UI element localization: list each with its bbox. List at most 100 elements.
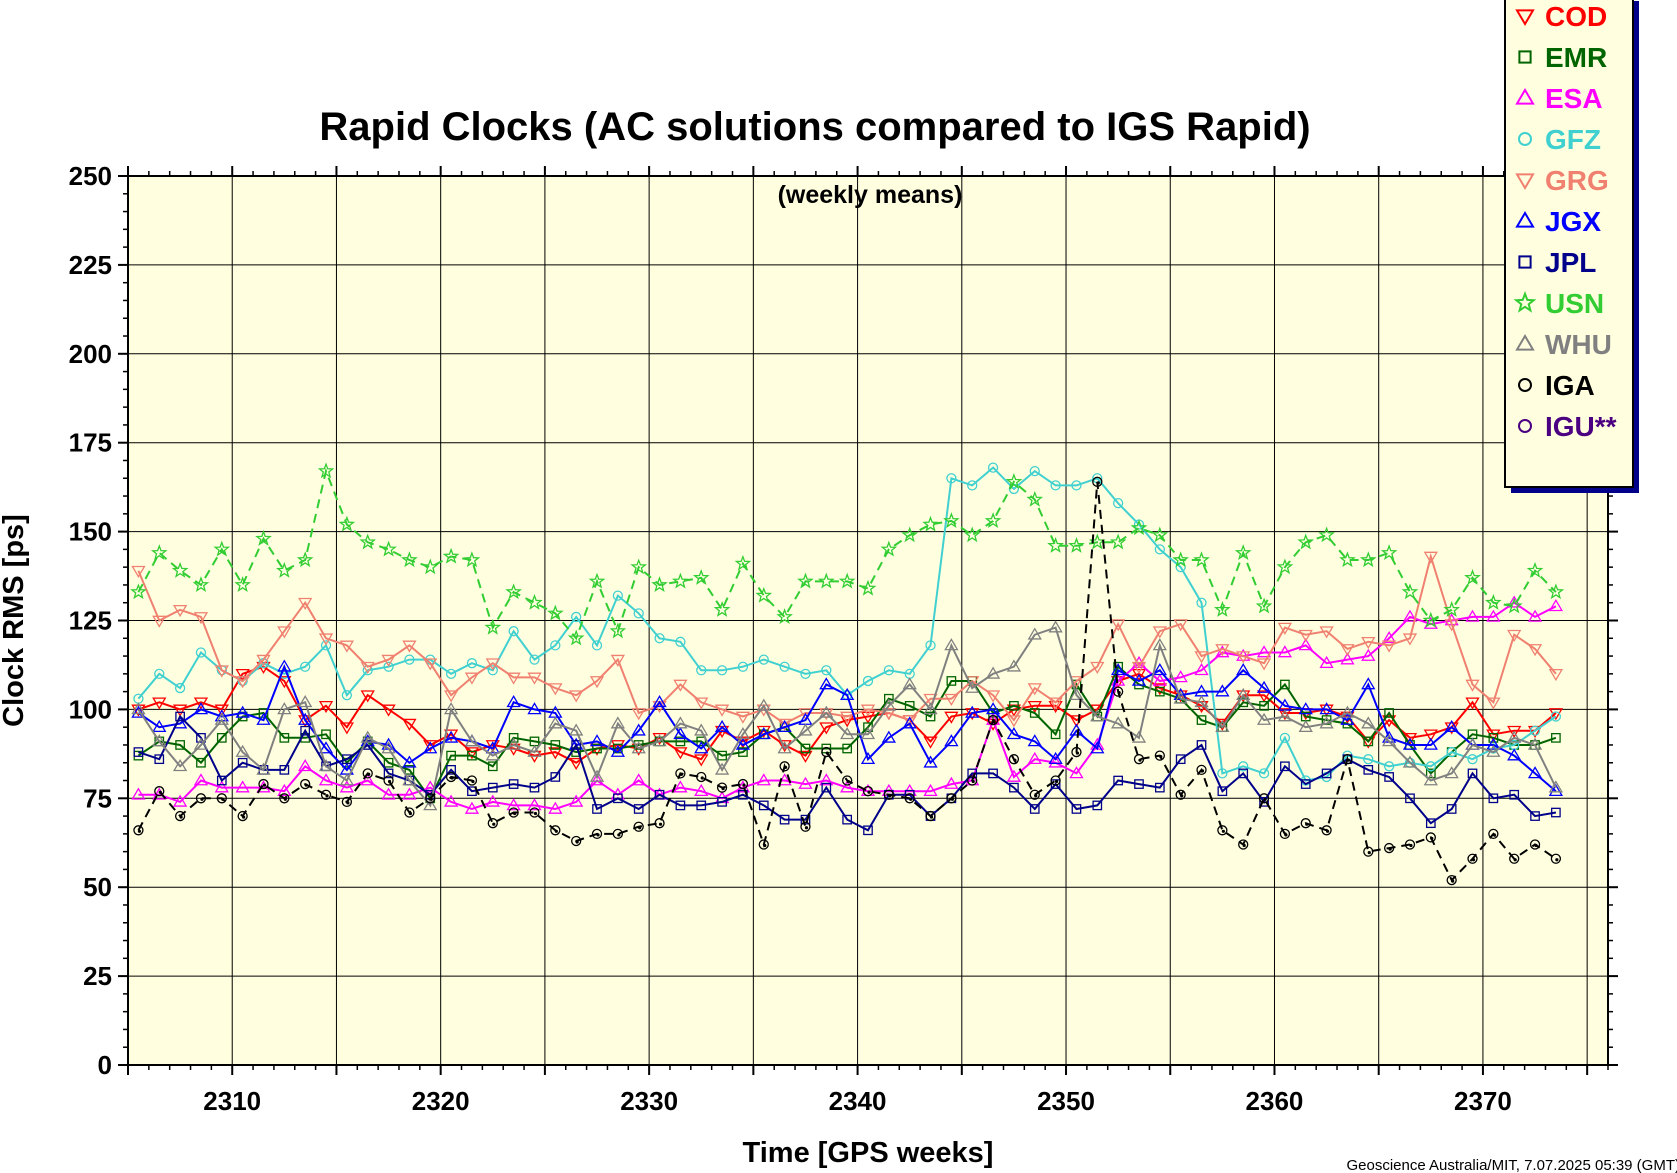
data-point-jgx bbox=[1444, 719, 1459, 733]
data-point-cod bbox=[172, 704, 188, 717]
data-point-esa bbox=[1340, 652, 1355, 665]
series-line-emr bbox=[137, 665, 1557, 801]
data-point-iga bbox=[1112, 686, 1124, 697]
data-point-whu bbox=[1090, 709, 1105, 722]
data-point-emr bbox=[446, 750, 456, 761]
data-point-emr bbox=[383, 757, 394, 768]
legend-marker-cod bbox=[1515, 9, 1535, 26]
data-point-whu bbox=[464, 734, 480, 747]
data-point-dot bbox=[721, 787, 725, 791]
data-point-jgx bbox=[1319, 702, 1334, 715]
data-point-grg bbox=[443, 690, 459, 703]
data-point-usn bbox=[838, 572, 856, 589]
data-point-dot bbox=[1346, 758, 1351, 762]
data-point-jpl bbox=[1113, 775, 1123, 786]
data-point-gfz bbox=[737, 661, 749, 672]
data-point-dot bbox=[408, 811, 413, 816]
data-point-jgx bbox=[131, 705, 146, 718]
data-point-iga bbox=[1363, 846, 1374, 857]
data-point-grg bbox=[423, 658, 438, 671]
data-point-esa bbox=[631, 773, 646, 786]
data-point-cod bbox=[1423, 729, 1438, 742]
data-point-grg bbox=[1090, 661, 1105, 675]
data-point-grg bbox=[735, 711, 751, 724]
data-point-whu bbox=[714, 762, 730, 775]
data-point-iga bbox=[300, 778, 311, 790]
data-point-esa bbox=[1527, 609, 1543, 622]
data-point-cod bbox=[381, 704, 396, 717]
data-point-dot bbox=[679, 772, 683, 777]
y-tick-label: 50 bbox=[83, 872, 112, 902]
data-point-grg bbox=[1236, 651, 1251, 664]
data-point-jpl bbox=[633, 804, 644, 814]
data-point-dot bbox=[617, 833, 621, 837]
data-point-iga bbox=[508, 807, 519, 818]
data-point-cod bbox=[673, 747, 688, 760]
data-point-whu bbox=[1027, 627, 1042, 640]
data-point-emr bbox=[1363, 736, 1374, 747]
data-point-jgx bbox=[1527, 766, 1543, 779]
data-point-whu bbox=[548, 716, 563, 729]
data-point-dot bbox=[346, 801, 350, 805]
data-point-usn bbox=[1193, 551, 1210, 568]
data-point-grg bbox=[1194, 651, 1209, 664]
data-point-cod bbox=[944, 711, 959, 724]
data-point-whu bbox=[1215, 719, 1230, 733]
data-point-dot bbox=[367, 772, 371, 777]
legend-marker-whu bbox=[1515, 334, 1535, 351]
data-point-dot bbox=[763, 843, 767, 848]
data-point-whu bbox=[1486, 744, 1501, 757]
data-point-dot bbox=[596, 833, 600, 837]
data-point-gfz bbox=[1196, 597, 1207, 608]
data-point-iga bbox=[591, 828, 603, 840]
data-point-cod bbox=[1236, 690, 1251, 703]
data-point-jgx bbox=[1215, 684, 1230, 697]
data-point-cod bbox=[798, 750, 813, 763]
data-point-dot bbox=[1242, 843, 1246, 848]
legend-marker-esa bbox=[1515, 88, 1535, 105]
data-point-cod bbox=[193, 697, 209, 710]
data-point-jgx bbox=[756, 727, 771, 740]
data-point-iga bbox=[571, 835, 582, 847]
data-point-whu bbox=[506, 737, 521, 750]
data-point-usn bbox=[463, 551, 481, 568]
data-point-whu bbox=[1173, 691, 1188, 704]
data-point-whu bbox=[423, 798, 438, 811]
x-tick-label: 2360 bbox=[1246, 1086, 1304, 1116]
data-point-usn bbox=[1547, 583, 1565, 600]
data-point-whu bbox=[798, 723, 813, 736]
data-point-gfz bbox=[696, 665, 707, 676]
data-point-emr bbox=[1050, 729, 1061, 740]
data-point-jgx bbox=[1048, 751, 1063, 765]
data-point-gfz bbox=[300, 661, 311, 672]
data-point-gfz bbox=[1279, 732, 1291, 743]
data-point-iga bbox=[1404, 839, 1416, 850]
data-point-emr bbox=[592, 743, 602, 754]
data-point-dot bbox=[1200, 769, 1205, 773]
data-point-iga bbox=[237, 810, 248, 822]
data-point-jpl bbox=[1092, 800, 1103, 811]
data-point-usn bbox=[213, 540, 231, 557]
data-point-gfz bbox=[383, 661, 394, 672]
x-axis-label: Time [GPS weeks] bbox=[743, 1137, 994, 1169]
data-point-esa bbox=[798, 776, 813, 789]
data-point-iga bbox=[1238, 839, 1249, 850]
legend-marker-usn bbox=[1513, 290, 1537, 313]
series-line-cod bbox=[138, 665, 1557, 764]
data-point-usn bbox=[171, 561, 189, 578]
data-point-iga bbox=[883, 789, 894, 800]
data-point-esa bbox=[1194, 663, 1209, 676]
data-point-iga bbox=[1154, 750, 1165, 761]
legend-label: COD bbox=[1545, 1, 1607, 32]
y-tick-label: 200 bbox=[69, 339, 112, 369]
data-point-usn bbox=[1422, 611, 1440, 628]
data-point-jgx bbox=[673, 727, 688, 740]
data-point-iga bbox=[1258, 793, 1270, 804]
data-point-whu bbox=[1048, 620, 1063, 633]
data-point-gfz bbox=[508, 626, 519, 637]
data-point-usn bbox=[859, 579, 877, 596]
data-point-iga bbox=[1217, 825, 1228, 836]
data-point-dot bbox=[971, 779, 975, 784]
data-point-whu bbox=[298, 695, 313, 708]
data-point-dot bbox=[221, 797, 225, 801]
